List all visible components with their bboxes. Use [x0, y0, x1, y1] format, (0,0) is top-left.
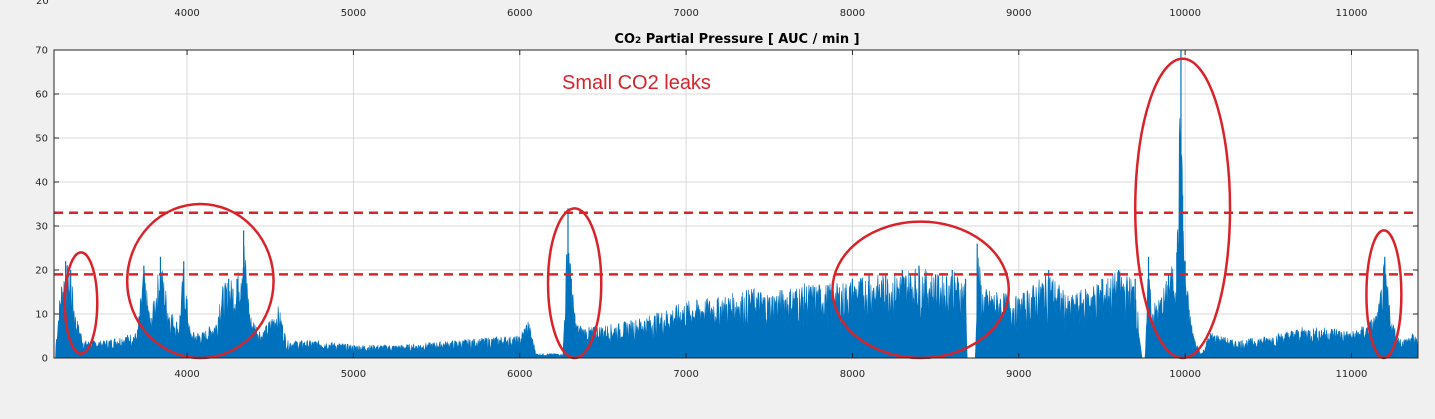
y-tick-label: 30: [35, 222, 48, 233]
top-axis-tick-label: 11000: [1336, 8, 1368, 19]
x-tick-label: 9000: [1006, 369, 1031, 380]
y-tick-label: 50: [35, 134, 48, 145]
top-axis-tick-label: 8000: [840, 8, 865, 19]
top-axis-strip: 4000 5000 6000 7000 8000 9000 10000 11000 20: [36, 0, 1367, 19]
top-axis-tick-label: 6000: [507, 8, 532, 19]
x-tick-label: 7000: [673, 369, 698, 380]
top-axis-corner-label: 20: [36, 0, 49, 7]
y-tick-label: 20: [35, 266, 48, 277]
y-tick-label: 0: [42, 354, 48, 365]
x-tick-label: 6000: [507, 369, 532, 380]
x-tick-label: 10000: [1169, 369, 1201, 380]
leaks-annotation: Small CO2 leaks: [562, 72, 711, 94]
chart-title-subscript: 2: [635, 36, 641, 46]
y-tick-label: 10: [35, 310, 48, 321]
top-axis-tick-label: 4000: [174, 8, 199, 19]
leak-ellipse: [63, 251, 99, 355]
y-tick-label: 70: [35, 46, 48, 57]
x-tick-label: 8000: [840, 369, 865, 380]
chart-title: CO2 Partial Pressure [ AUC / min ]: [614, 32, 859, 47]
y-tick-label: 60: [35, 90, 48, 101]
series-area: [54, 111, 1419, 359]
x-tick-label: 5000: [341, 369, 366, 380]
top-axis-tick-label: 10000: [1169, 8, 1201, 19]
top-axis-tick-label: 9000: [1006, 8, 1031, 19]
top-axis-tick-label: 7000: [673, 8, 698, 19]
x-tick-label: 11000: [1336, 369, 1368, 380]
y-tick-label: 40: [35, 178, 48, 189]
top-axis-tick-label: 5000: [341, 8, 366, 19]
x-axis: 4000 5000 6000 7000 8000 9000 10000 11000: [174, 50, 1367, 380]
plot-area: [54, 50, 1418, 358]
x-tick-label: 4000: [174, 369, 199, 380]
plot-border: [53, 49, 1419, 359]
y-axis: 0 10 20 30 40 50 60 70: [35, 46, 1418, 365]
chart-title-rest: Partial Pressure [ AUC / min ]: [641, 32, 859, 47]
threshold-lines: [54, 211, 1418, 276]
chart-title-main: CO: [614, 32, 635, 47]
